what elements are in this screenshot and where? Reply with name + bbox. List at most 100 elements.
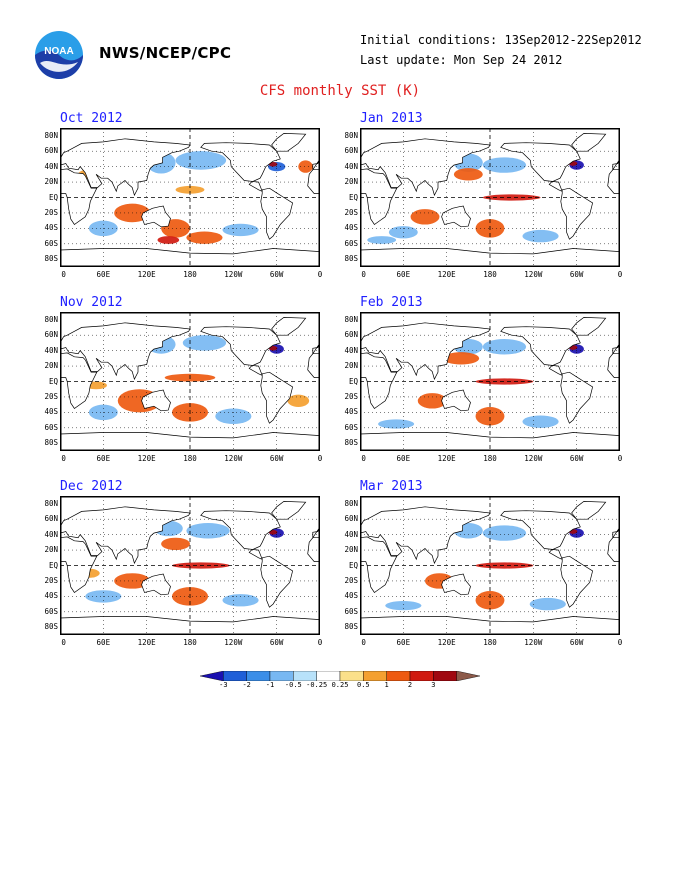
lat-label: 40N (44, 161, 58, 171)
lon-label: 0 (317, 638, 323, 647)
lat-label: 20N (44, 177, 58, 187)
lon-label: 180 (483, 270, 497, 279)
anomaly-patch (482, 157, 527, 173)
anomaly-patch (443, 352, 480, 365)
continent-outline (607, 537, 620, 562)
anomaly-patch (522, 229, 559, 243)
lon-label: 120W (224, 270, 243, 279)
continent-outline (360, 536, 398, 593)
lon-label: 60W (569, 270, 584, 279)
lon-label: 180 (183, 270, 197, 279)
figure-title: CFS monthly SST (K) (259, 83, 421, 99)
lat-label: 80S (344, 438, 358, 448)
colorbar-label: -3 (219, 681, 228, 689)
continent-outline (500, 142, 581, 192)
colorbar-label: 2 (407, 681, 413, 689)
continent-outline (141, 573, 171, 596)
colorbar-label: 3 (431, 681, 436, 689)
continent-outline (60, 506, 191, 565)
colorbar-swatch (386, 671, 411, 681)
lon-label: 60W (269, 270, 284, 279)
logo-text: NOAA (44, 46, 73, 57)
lat-label: 40S (44, 591, 58, 601)
lon-label: 120W (524, 270, 543, 279)
anomaly-patch (161, 537, 190, 551)
lat-label: 20N (44, 361, 58, 371)
anomaly-patch (475, 406, 505, 426)
continent-outline (441, 205, 471, 228)
continent-outline (500, 326, 581, 376)
lon-label: 60W (269, 638, 284, 647)
lon-label: 60E (396, 454, 411, 463)
lat-label: 20S (344, 207, 358, 217)
lat-label: 40S (344, 407, 358, 417)
continent-outline (60, 168, 98, 225)
lat-label: 40N (44, 529, 58, 539)
lat-label: 20N (344, 177, 358, 187)
anomaly-patch (529, 597, 566, 611)
lon-label: 0 (361, 270, 366, 279)
lat-label: 60S (344, 606, 358, 616)
panel-title: Feb 2013 (360, 295, 423, 310)
anomaly-patch (222, 594, 259, 607)
sst-map (360, 312, 620, 451)
lon-label: 60W (569, 638, 584, 647)
continent-outline (360, 168, 398, 225)
colorbar-swatch (456, 671, 480, 681)
anomaly-patch (482, 194, 541, 201)
panel-title: Jan 2013 (360, 111, 423, 126)
lat-label: 40N (344, 529, 358, 539)
colorbar (200, 671, 480, 681)
lat-label: 40N (44, 345, 58, 355)
lat-label: 80S (44, 622, 58, 632)
colorbar-swatch (223, 671, 247, 681)
continent-outline (360, 352, 398, 409)
anomaly-patch (475, 590, 505, 610)
lat-label: 80N (344, 314, 358, 324)
continent-outline (141, 205, 171, 228)
lat-label: 20N (344, 545, 358, 555)
lat-label: 60N (44, 330, 58, 340)
lat-label: 40S (44, 407, 58, 417)
lat-label: 20S (44, 391, 58, 401)
sst-map (60, 496, 320, 635)
panel-title: Oct 2012 (60, 111, 123, 126)
lat-label: 80N (344, 498, 358, 508)
lat-label: EQ (348, 192, 358, 202)
panel-title: Nov 2012 (60, 295, 123, 310)
lat-label: EQ (48, 192, 58, 202)
continent-outline (312, 158, 320, 171)
lat-label: 80N (44, 498, 58, 508)
continent-outline (200, 326, 281, 376)
lat-label: 20S (344, 391, 358, 401)
lat-label: 20S (44, 207, 58, 217)
lat-label: 60N (344, 330, 358, 340)
lon-label: 180 (483, 454, 497, 463)
lat-label: 60S (344, 238, 358, 248)
lat-label: 20S (344, 575, 358, 585)
lat-label: 60S (44, 606, 58, 616)
anomaly-patch (522, 415, 559, 428)
lon-label: 180 (483, 638, 497, 647)
initial-conditions: Initial conditions: 13Sep2012-22Sep2012 (360, 33, 642, 47)
lat-label: 80S (344, 622, 358, 632)
anomaly-patch (410, 209, 440, 225)
lon-label: 120E (137, 270, 156, 279)
lon-label: 120W (524, 454, 543, 463)
lon-label: 180 (183, 638, 197, 647)
lon-label: 0 (61, 638, 66, 647)
colorbar-swatch (293, 671, 317, 681)
lat-label: 20N (44, 545, 58, 555)
colorbar-swatch (269, 671, 294, 681)
continent-outline (441, 573, 471, 596)
continent-outline (441, 389, 471, 412)
lon-label: 120E (137, 454, 156, 463)
lon-label: 0 (361, 638, 366, 647)
colorbar-swatch (409, 671, 434, 681)
continent-outline (607, 169, 620, 194)
continent-outline (360, 138, 491, 197)
anomaly-patch (482, 525, 527, 541)
lon-label: 120E (437, 638, 456, 647)
lon-label: 60E (396, 638, 411, 647)
colorbar-swatch (339, 671, 364, 681)
